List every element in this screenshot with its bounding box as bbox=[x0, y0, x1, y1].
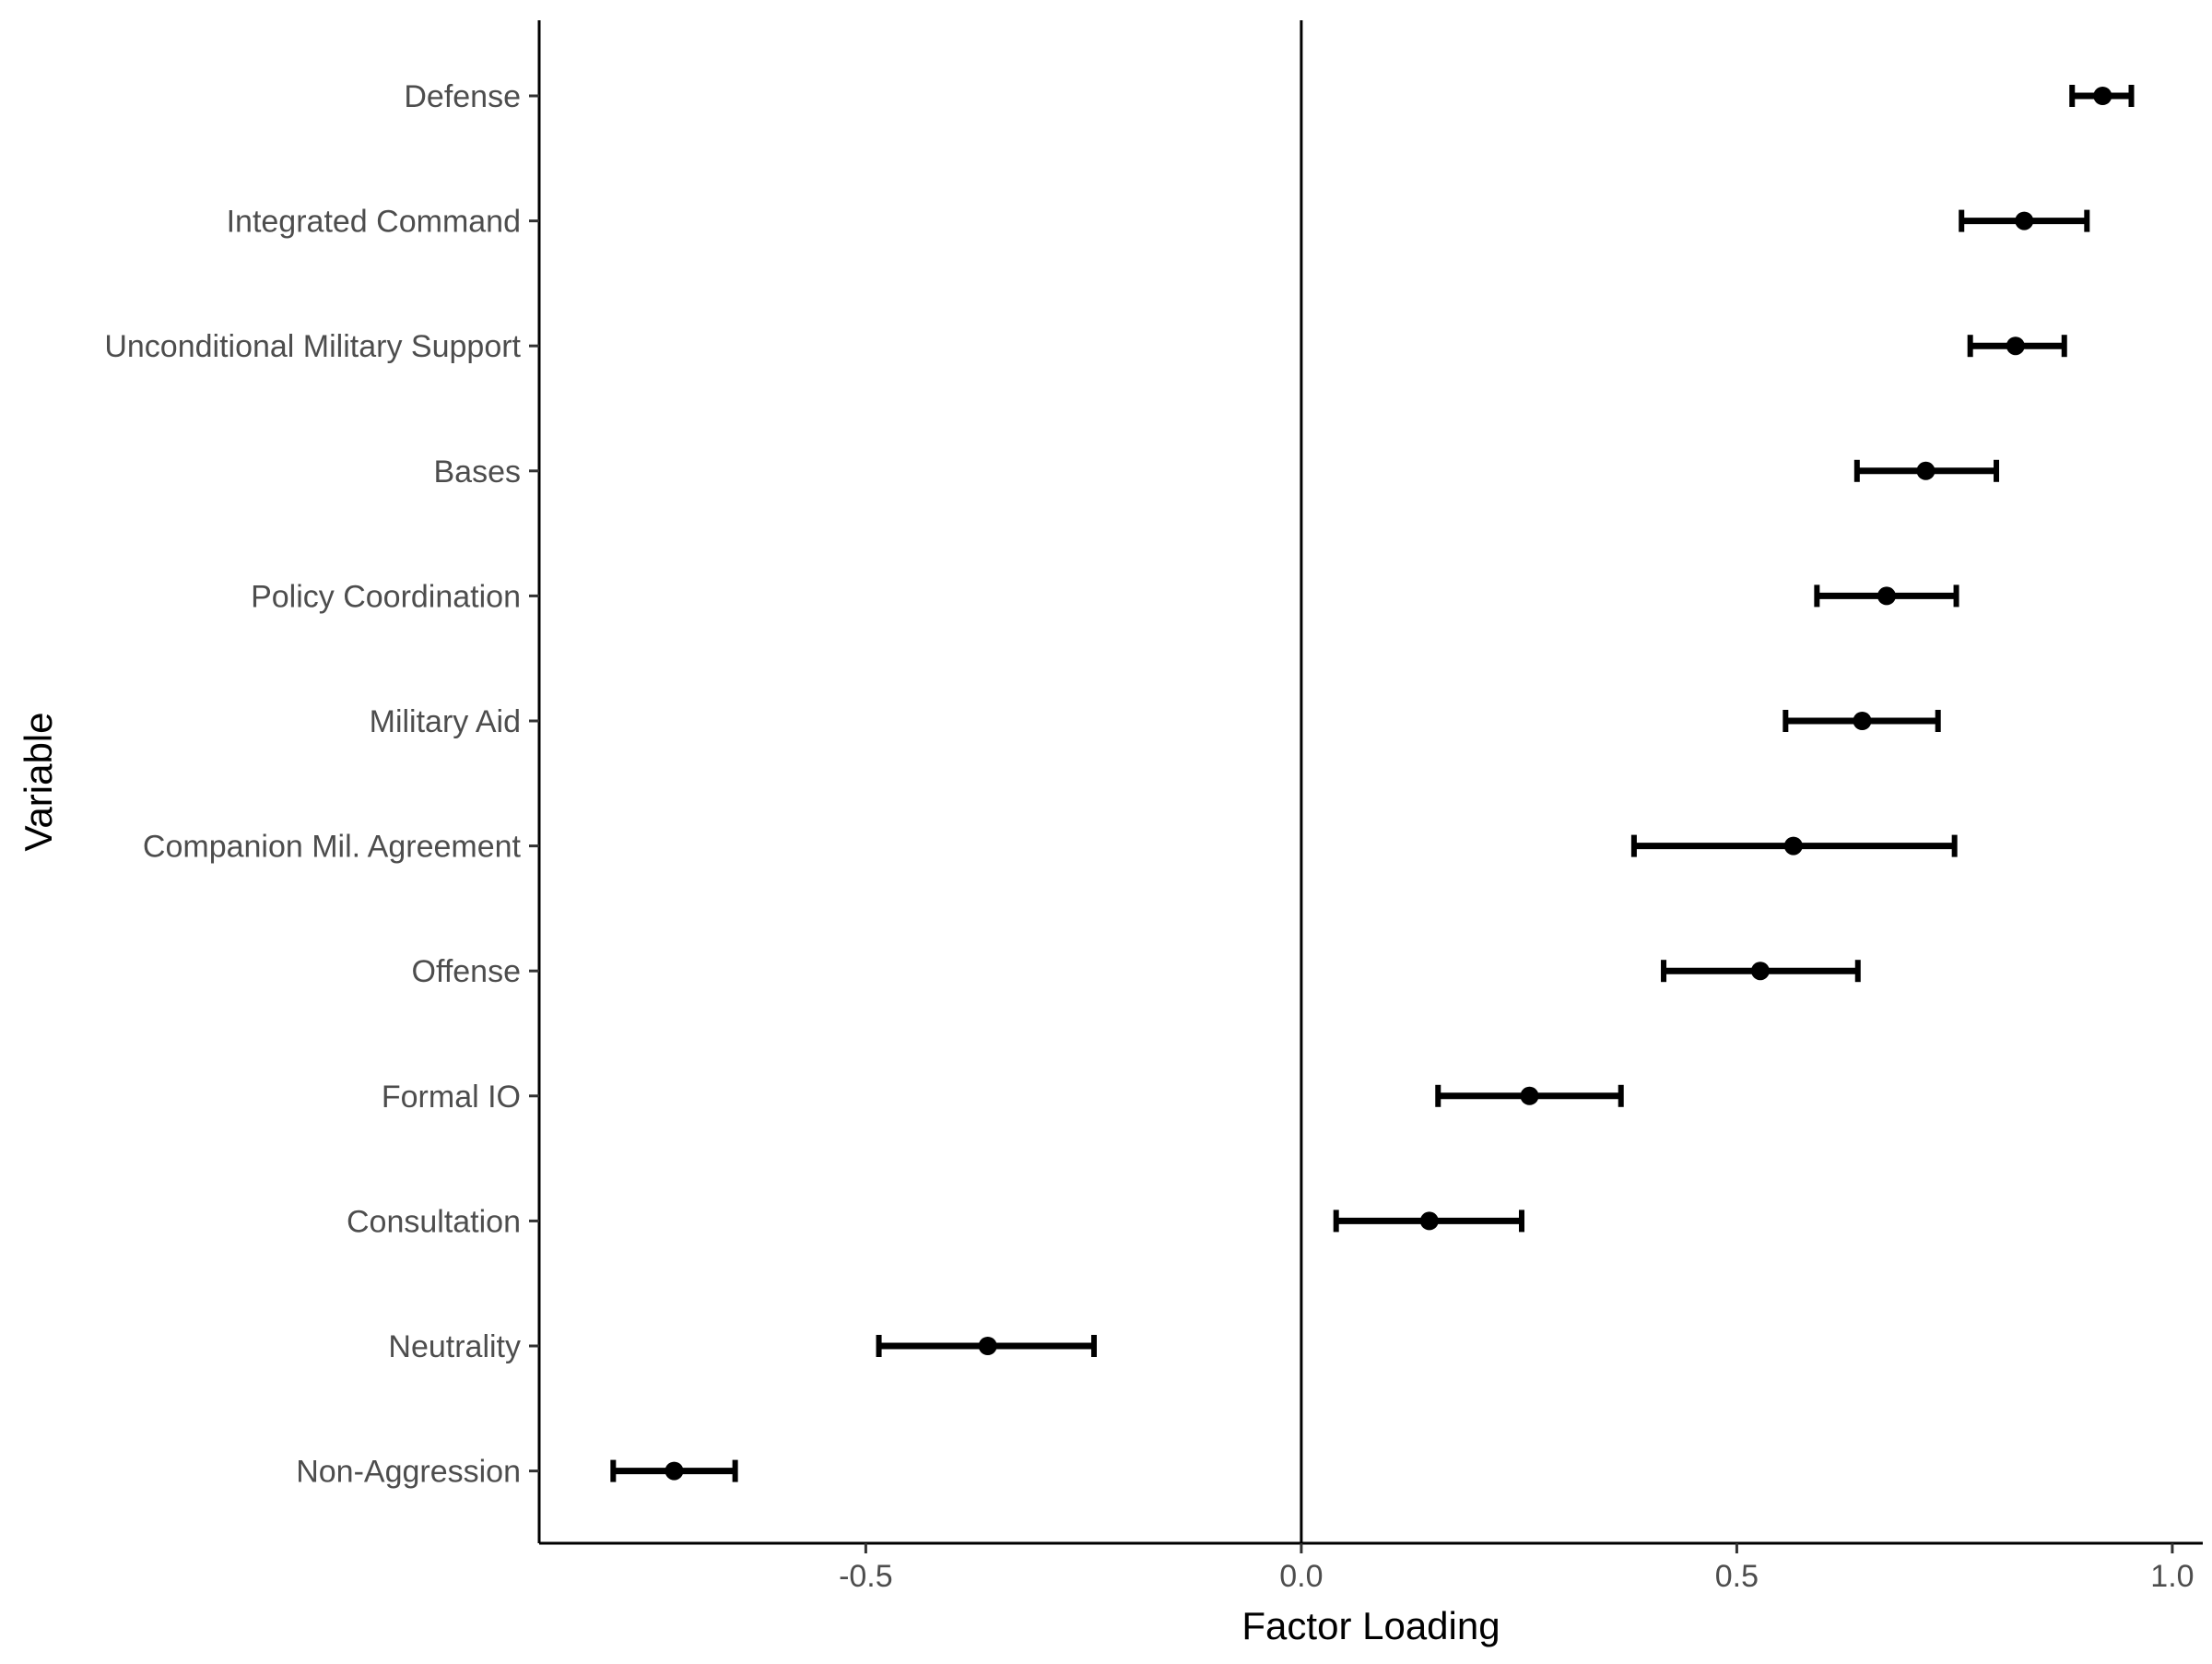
y-tick-label: Consultation bbox=[347, 1204, 521, 1239]
y-tick-label: Formal IO bbox=[382, 1080, 521, 1115]
estimate-point bbox=[2093, 87, 2112, 105]
estimate-group bbox=[1661, 960, 1861, 983]
estimate-point bbox=[1916, 461, 1936, 480]
y-tick-label: Integrated Command bbox=[227, 205, 521, 240]
ticks-layer: Defense Integrated Command Unconditional M… bbox=[104, 79, 2194, 1594]
y-tick-label: Military Aid bbox=[370, 704, 521, 739]
estimate-point bbox=[1853, 712, 1872, 730]
y-tick-label: Bases bbox=[434, 454, 522, 490]
estimate-point bbox=[1750, 962, 1770, 981]
estimate-group bbox=[1630, 834, 1958, 857]
x-axis-title: Factor Loading bbox=[1241, 1604, 1500, 1647]
y-tick-label: Companion Mil. Agreement bbox=[143, 830, 522, 865]
marks-layer bbox=[610, 85, 2135, 1482]
estimate-point bbox=[2015, 211, 2034, 230]
estimate-point bbox=[1877, 586, 1896, 606]
estimate-group bbox=[1967, 335, 2067, 358]
estimate-group bbox=[876, 1335, 1097, 1357]
y-tick-label: Policy Coordination bbox=[251, 579, 521, 614]
y-tick-label: Defense bbox=[404, 79, 521, 114]
estimate-point bbox=[978, 1337, 997, 1355]
y-tick-label: Unconditional Military Support bbox=[104, 329, 521, 364]
y-tick-label: Neutrality bbox=[388, 1329, 521, 1364]
estimate-group bbox=[1435, 1084, 1624, 1107]
y-tick-label: Non-Aggression bbox=[296, 1455, 521, 1490]
estimate-group bbox=[1783, 710, 1941, 732]
estimate-point bbox=[1520, 1086, 1539, 1105]
estimate-point bbox=[1419, 1211, 1439, 1231]
estimate-group bbox=[2069, 85, 2135, 107]
y-axis-title: Variable bbox=[17, 713, 60, 852]
y-tick-label: Offense bbox=[412, 954, 521, 989]
estimate-group bbox=[1959, 209, 2090, 232]
x-tick-label: 1.0 bbox=[2150, 1559, 2194, 1594]
x-tick-label: 0.0 bbox=[1279, 1559, 1323, 1594]
x-tick-label: -0.5 bbox=[839, 1559, 893, 1594]
estimate-group bbox=[1853, 459, 2000, 482]
estimate-point bbox=[2006, 336, 2025, 356]
estimate-group bbox=[610, 1459, 738, 1482]
estimate-point bbox=[665, 1461, 684, 1481]
x-tick-label: 0.5 bbox=[1715, 1559, 1759, 1594]
estimate-group bbox=[1814, 584, 1959, 608]
estimate-group bbox=[1333, 1210, 1524, 1233]
estimate-point bbox=[1783, 836, 1803, 856]
axes-layer bbox=[537, 20, 2203, 1545]
